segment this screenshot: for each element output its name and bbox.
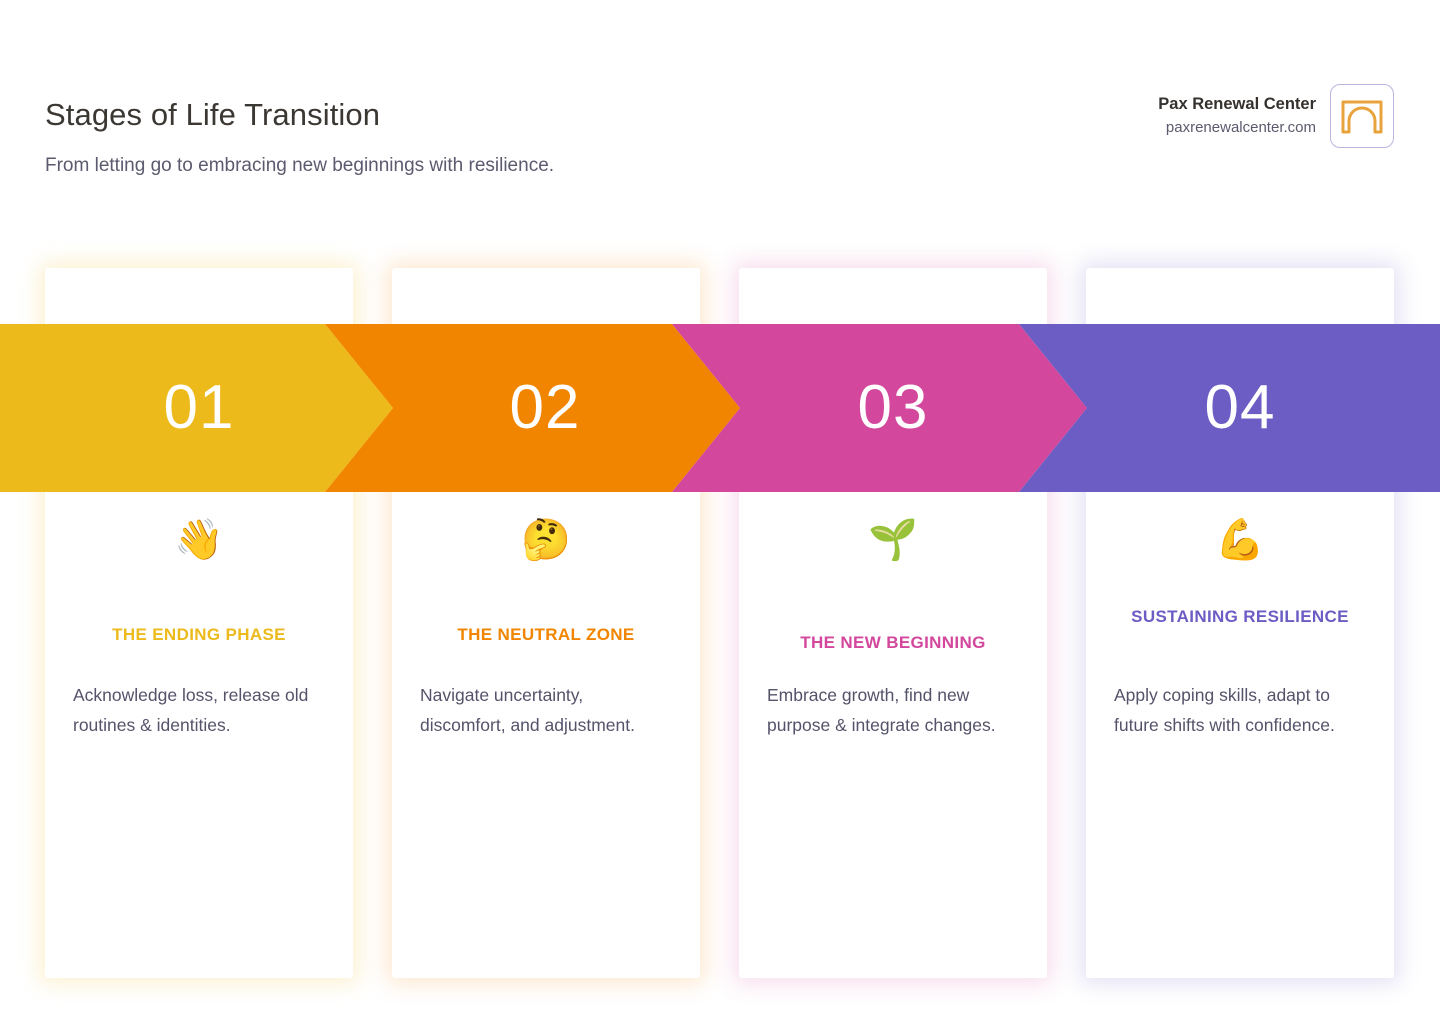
flexed-biceps-emoji: 💪 xyxy=(1215,518,1265,562)
chevron-segment-4 xyxy=(1019,324,1440,492)
stage-description: Navigate uncertainty, discomfort, and ad… xyxy=(420,685,635,735)
arch-bridge-icon xyxy=(1341,100,1383,134)
page-title: Stages of Life Transition xyxy=(45,97,381,132)
brand-logo xyxy=(1330,84,1394,148)
chevron-segment-3 xyxy=(672,324,1087,492)
stage-number-1: 01 xyxy=(163,373,235,442)
stage-title: SUSTAINING RESILIENCE xyxy=(1131,607,1349,626)
page-subtitle: From letting go to embracing new beginni… xyxy=(45,155,555,176)
chevron-band: 01 02 03 04 xyxy=(0,324,1440,492)
header: Stages of Life Transition From letting g… xyxy=(0,0,1440,240)
seedling-emoji: 🌱 xyxy=(868,518,918,562)
brand-url: paxrenewalcenter.com xyxy=(1165,119,1316,137)
stage-title: THE NEUTRAL ZONE xyxy=(457,625,635,644)
stage-title: THE NEW BEGINNING xyxy=(800,633,986,652)
chevron-segment-2 xyxy=(325,324,740,492)
chevron-segment-1 xyxy=(0,324,393,492)
stage-description: Embrace growth, find new purpose & integ… xyxy=(767,685,996,735)
stage-number-4: 04 xyxy=(1204,373,1276,442)
stage-number-2: 02 xyxy=(509,373,581,442)
brand-text: Pax Renewal Center paxrenewalcenter.com xyxy=(1158,94,1316,137)
stage-number-3: 03 xyxy=(857,373,929,442)
stage-description: Apply coping skills, adapt to future shi… xyxy=(1114,685,1335,735)
stage-description: Acknowledge loss, release old routines &… xyxy=(73,685,309,735)
thinking-face-emoji: 🤔 xyxy=(521,518,571,562)
stage-title: THE ENDING PHASE xyxy=(112,625,286,644)
waving-hand-emoji: 👋 xyxy=(174,518,224,562)
brand-name: Pax Renewal Center xyxy=(1158,95,1316,114)
chevron-shapes xyxy=(0,324,1440,492)
brand-block: Pax Renewal Center paxrenewalcenter.com xyxy=(1158,84,1394,148)
